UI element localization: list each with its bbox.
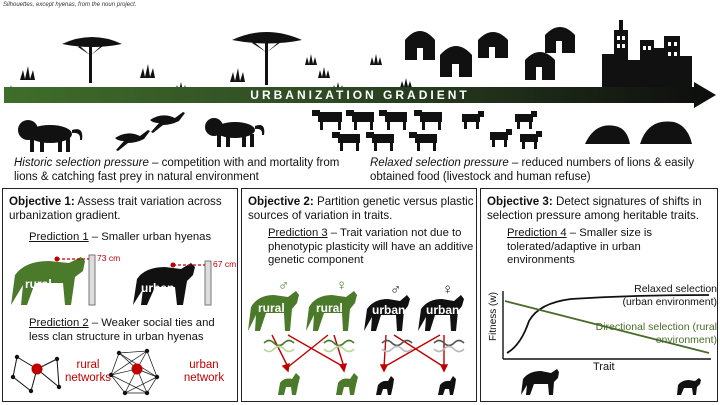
rural-male-hyena-icon: [248, 291, 299, 331]
rural-size-label: 73 cm: [97, 253, 121, 263]
prediction-1-label: Prediction 1: [29, 231, 89, 243]
parent-3-label: urban: [372, 303, 406, 317]
objective-2-body: Partition genetic versus plastic sources…: [248, 195, 474, 222]
urban-size-label: 67 cm: [213, 259, 237, 269]
hut-icon: [405, 27, 575, 80]
relaxed-selection-label: Relaxed selection (urban environment): [622, 283, 717, 308]
dna-icon: [263, 339, 465, 353]
gazelle-icon: [115, 112, 185, 151]
trait-hyena-icons: [521, 369, 701, 395]
livestock-icon: [312, 110, 542, 151]
relaxed-selection-text: Relaxed selection pressure – reduced num…: [370, 156, 715, 184]
landscape-banner: [5, 20, 692, 100]
parent-1-sex-icon: ♂: [278, 277, 290, 294]
prediction-1-text: – Smaller urban hyenas: [88, 231, 212, 243]
fitness-axis-label: Fitness (w): [487, 292, 499, 341]
prediction-3: Prediction 3 – Trait variation not due t…: [268, 227, 474, 268]
acacia-tree-icon: [232, 32, 302, 85]
prediction-4-text: – Smaller size is tolerated/adaptive in …: [507, 227, 653, 266]
directional-selection-line: [504, 300, 710, 354]
objective-2-panel: Objective 2: Partition genetic versus pl…: [241, 188, 477, 402]
parent-3-sex-icon: ♂: [390, 281, 402, 298]
animals-row: [18, 110, 692, 152]
urban-male-hyena-icon: [364, 295, 410, 331]
objective-1-panel: Objective 1: Assess trait variation acro…: [2, 188, 238, 402]
objective-3-heading: Objective 3:: [487, 195, 553, 208]
objective-3-text: Objective 3: Detect signatures of shifts…: [487, 195, 715, 223]
historic-selection-text: Historic selection pressure – competitio…: [14, 156, 354, 184]
urban-network-label: urban network: [183, 359, 225, 384]
acacia-tree-icon: [62, 37, 122, 83]
parent-1-label: rural: [258, 301, 285, 315]
relaxed-selection-curve: [506, 294, 710, 354]
fitness-plot: [502, 291, 711, 395]
prediction-2-label: Prediction 2: [29, 317, 89, 329]
rural-label: rural: [25, 277, 52, 291]
directional-selection-label: Directional selection (rural environment…: [595, 321, 717, 346]
objective-2-text: Objective 2: Partition genetic versus pl…: [248, 195, 474, 223]
urban-hyena-icon: [133, 263, 195, 305]
lion-icon: [205, 118, 265, 147]
silhouette-credit: Silhouettes, except hyenas, from the nou…: [3, 2, 137, 8]
objective-3-body: Detect signatures of shifts in selection…: [487, 195, 702, 222]
rural-female-hyena-icon: [306, 291, 357, 331]
historic-body: – competition with and mortality from li…: [14, 157, 340, 183]
trait-axis-label: Trait: [593, 361, 615, 373]
rural-networks-label: rural networks: [64, 359, 112, 384]
urbanization-gradient-arrow: [4, 82, 716, 108]
objective-1-text: Objective 1: Assess trait variation acro…: [9, 195, 235, 223]
rural-hyena-icon: [11, 257, 85, 305]
parent-offspring-figure: [248, 291, 465, 395]
urban-female-hyena-icon: [418, 295, 464, 331]
prediction-4-label: Prediction 4: [507, 227, 567, 239]
relaxed-title: Relaxed selection pressure: [370, 157, 509, 169]
cub-icon: [278, 373, 456, 395]
objective-3-panel: Objective 3: Detect signatures of shifts…: [480, 188, 718, 402]
rural-network-icon: [12, 356, 60, 392]
historic-title: Historic selection pressure: [14, 157, 149, 169]
objective-1-heading: Objective 1:: [9, 195, 75, 208]
refuse-pile-icon: [585, 121, 692, 144]
hyena-size-figure: [11, 254, 212, 306]
parent-4-sex-icon: ♀: [442, 281, 454, 298]
prediction-4: Prediction 4 – Smaller size is tolerated…: [507, 227, 711, 268]
urban-label: urban: [141, 281, 175, 295]
prediction-2: Prediction 2 – Weaker social ties and le…: [29, 317, 235, 344]
parent-2-sex-icon: ♀: [336, 277, 348, 294]
relaxed-body: – reduced numbers of lions & easily obta…: [370, 157, 695, 183]
gradient-label: URBANIZATION GRADIENT: [250, 88, 470, 102]
objective-1-body: Assess trait variation across urbanizati…: [9, 195, 222, 222]
prediction-1: Prediction 1 – Smaller urban hyenas: [29, 231, 235, 245]
prediction-2-text: – Weaker social ties and less clan struc…: [29, 317, 215, 343]
parent-4-label: urban: [426, 303, 460, 317]
prediction-3-label: Prediction 3: [268, 227, 328, 239]
lion-icon: [18, 120, 83, 152]
objective-2-heading: Objective 2:: [248, 195, 314, 208]
city-skyline-icon: [602, 20, 692, 90]
prediction-3-text: – Trait variation not due to phenotypic …: [268, 227, 474, 266]
parent-2-label: rural: [316, 301, 343, 315]
social-network-figure: [10, 348, 160, 396]
